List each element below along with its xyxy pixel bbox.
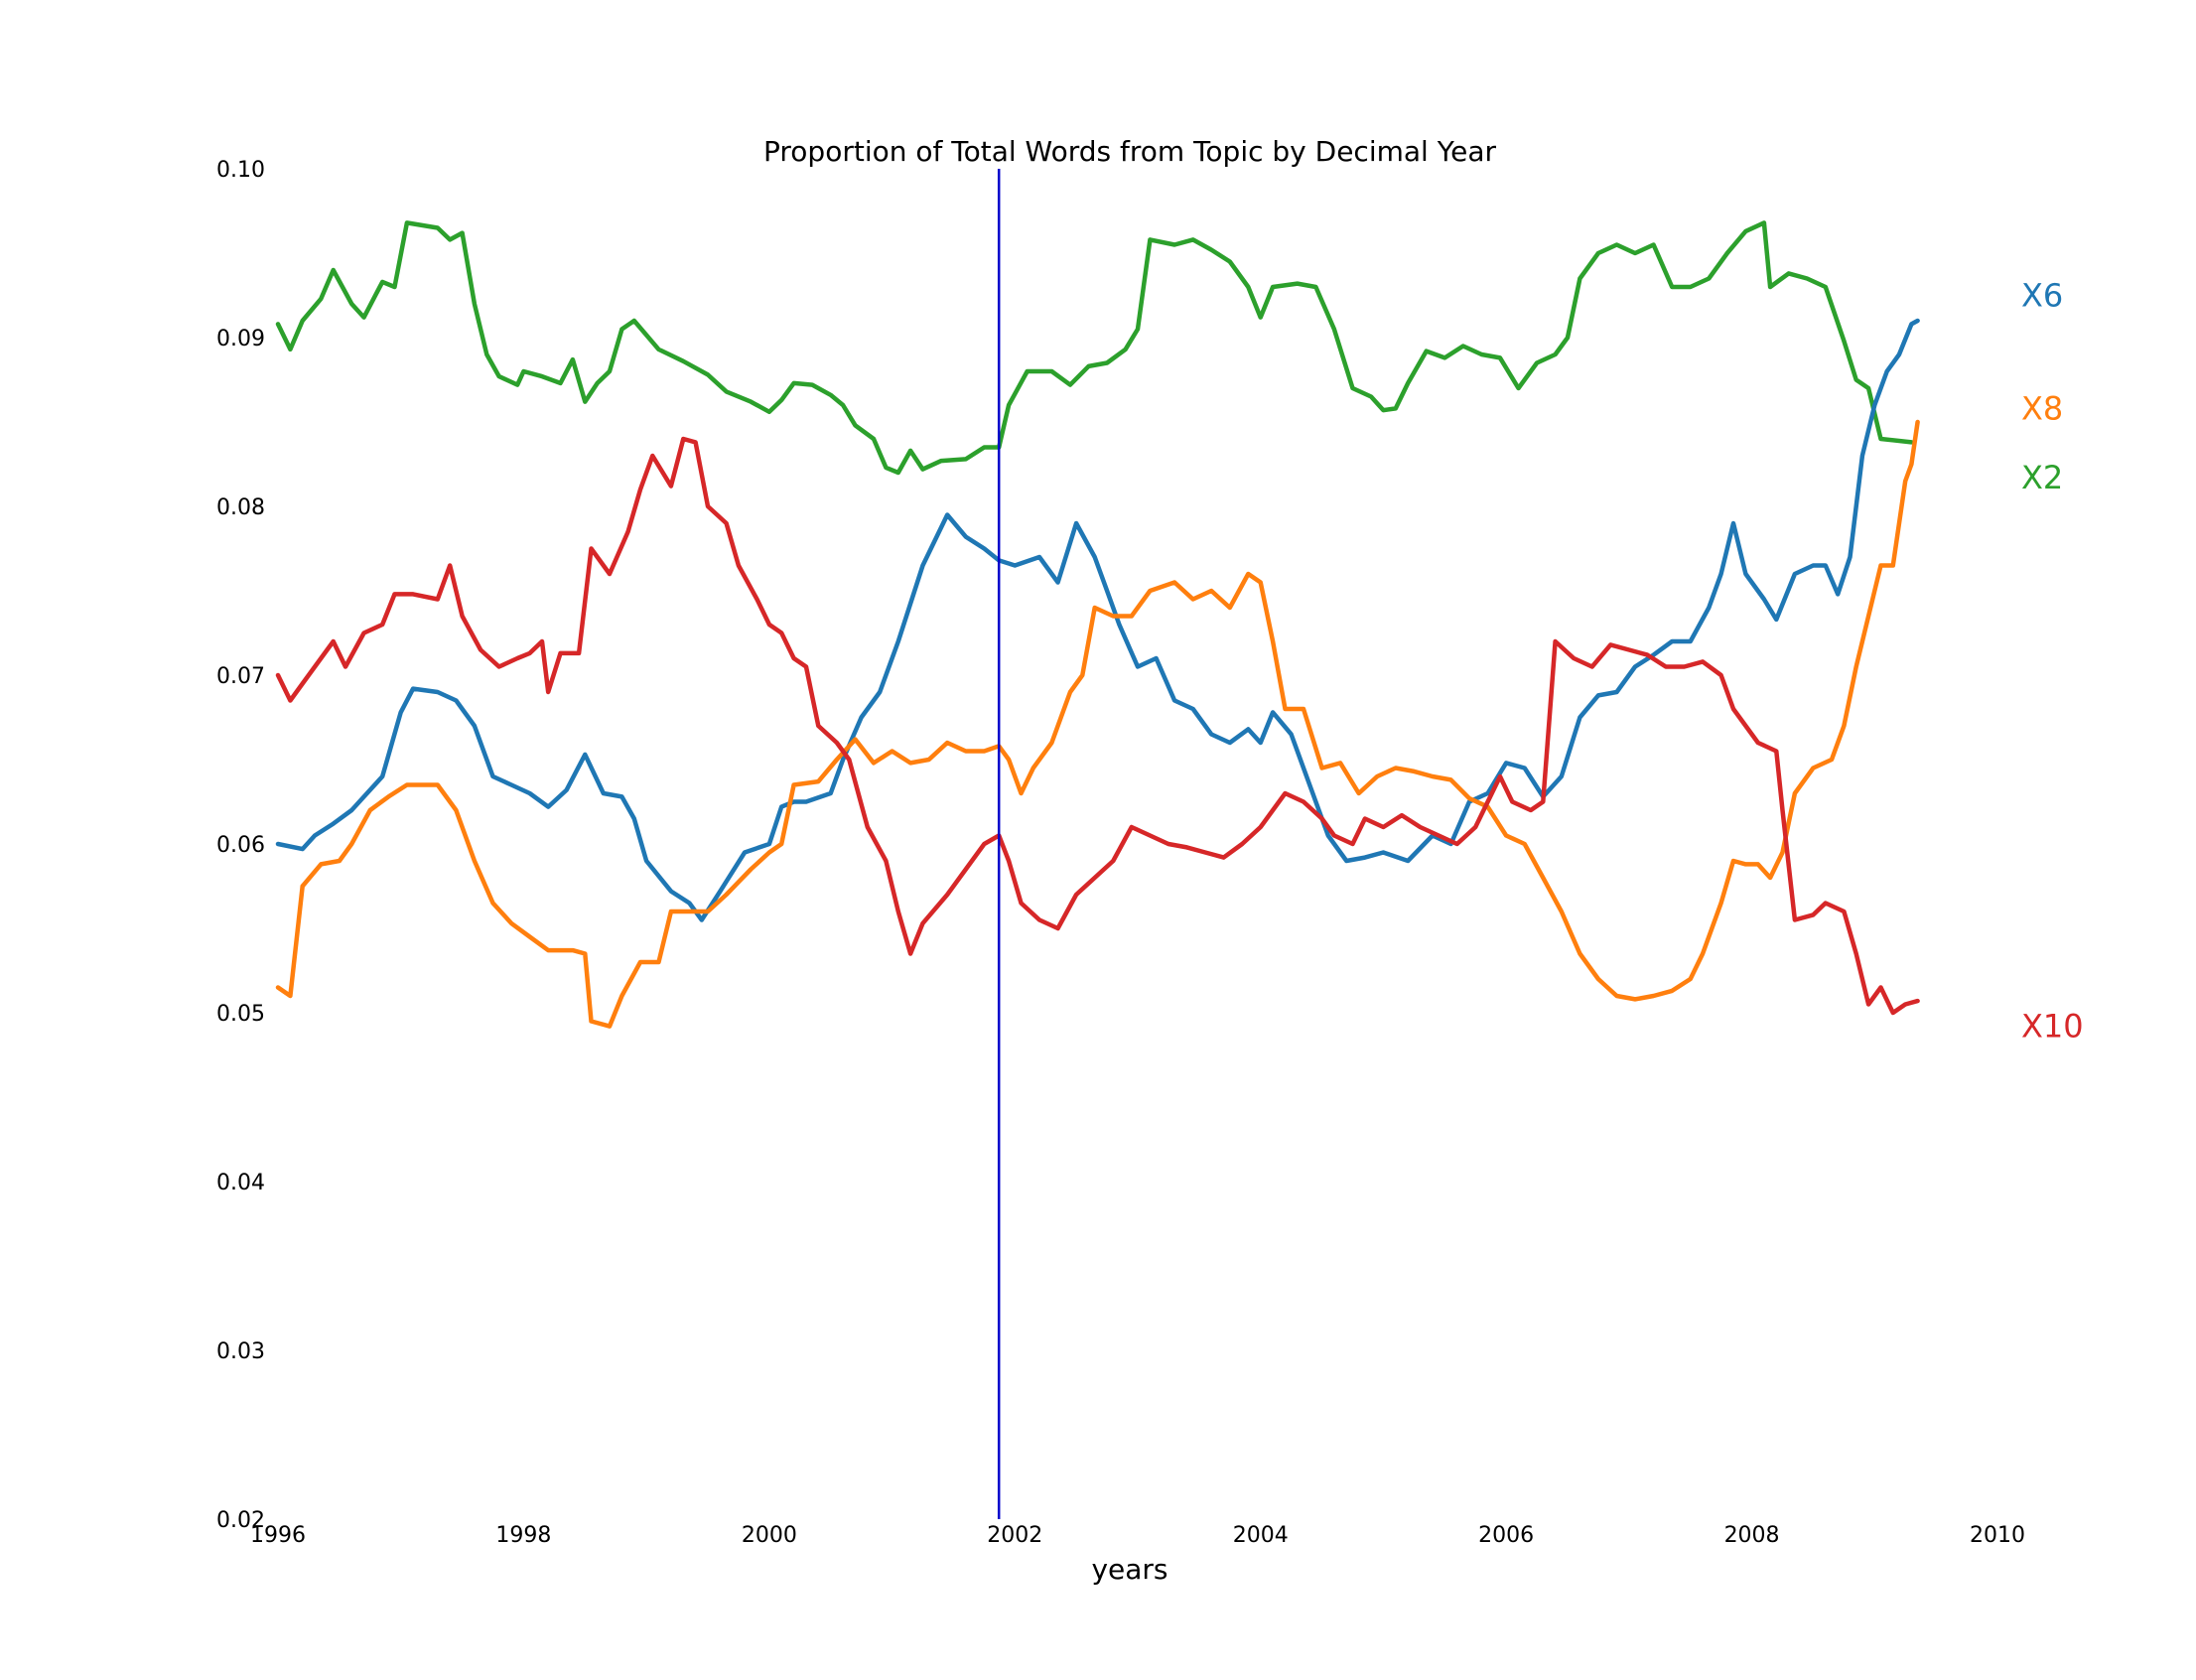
y-tick-label: 0.06	[216, 833, 265, 858]
x-tick-label: 2008	[1724, 1523, 1780, 1548]
series-label-x2: X2	[2021, 459, 2063, 496]
y-tick-label: 0.08	[216, 495, 265, 520]
series-line-x10	[275, 436, 1920, 1016]
y-tick-label: 0.02	[216, 1508, 265, 1533]
y-tick-label: 0.05	[216, 1002, 265, 1027]
x-tick-label: 2002	[987, 1523, 1042, 1548]
series-label-x10: X10	[2021, 1008, 2084, 1046]
y-tick-label: 0.10	[216, 158, 265, 183]
series-line-x6	[275, 318, 1920, 922]
y-tick-label: 0.07	[216, 664, 265, 689]
series-line-x8	[275, 419, 1920, 1029]
series-labels: X2 X6 X8 X10	[2021, 277, 2084, 1046]
x-tick-label: 2004	[1233, 1523, 1289, 1548]
x-axis-ticks: 1996 1998 2000 2002 2004 2006 2008 2010	[250, 1523, 2025, 1548]
y-tick-label: 0.09	[216, 327, 265, 351]
x-axis-label: years	[1091, 1553, 1167, 1586]
x-tick-label: 2000	[742, 1523, 797, 1548]
x-tick-label: 2010	[1970, 1523, 2025, 1548]
series-label-x8: X8	[2021, 389, 2063, 427]
y-tick-label: 0.03	[216, 1339, 265, 1364]
series-lines	[275, 220, 1920, 1029]
series-label-x6: X6	[2021, 277, 2063, 315]
y-axis-ticks: 0.02 0.03 0.04 0.05 0.06 0.07 0.08 0.09 0.10	[216, 158, 265, 1533]
x-tick-label: 2006	[1478, 1523, 1534, 1548]
y-tick-label: 0.04	[216, 1171, 265, 1195]
x-tick-label: 1998	[495, 1523, 551, 1548]
chart-title: Proportion of Total Words from Topic by …	[763, 135, 1496, 168]
series-line-x2	[275, 220, 1914, 476]
x-tick-label: 1996	[250, 1523, 306, 1548]
